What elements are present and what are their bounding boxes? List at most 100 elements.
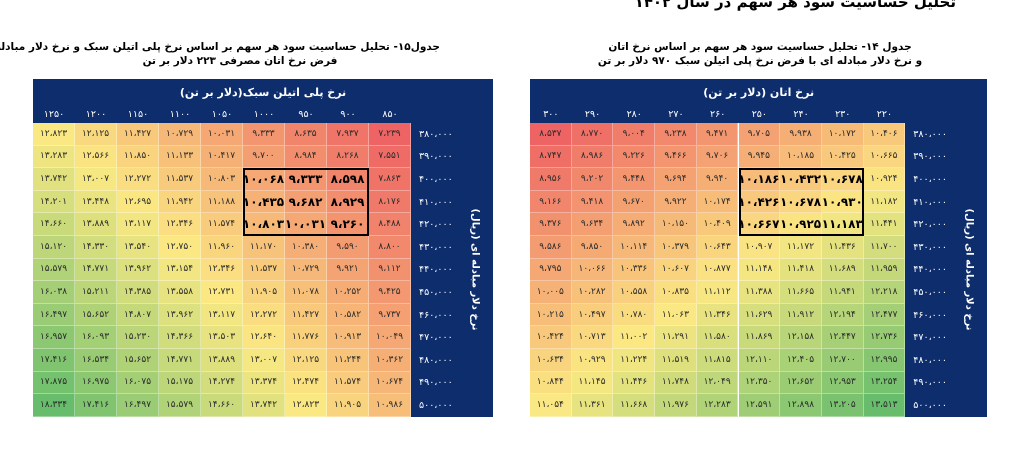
column-header-cell: ۹۵۰ bbox=[298, 108, 314, 120]
row-header-cell: ۴۵۰،۰۰۰ bbox=[415, 281, 457, 304]
data-cell: ۱۲،۲۸۳ bbox=[696, 394, 739, 417]
data-cell: ۷،۸۶۳ bbox=[369, 168, 411, 191]
table15-caption-line2: فرض نرخ اتان مصرفی ۲۲۳ دلار بر تن bbox=[142, 55, 338, 67]
data-cell: ۱۲،۵۹۱ bbox=[738, 394, 781, 417]
row-header-cell: ۴۲۰،۰۰۰ bbox=[415, 213, 457, 236]
data-cell: ۹،۱۱۲ bbox=[369, 258, 411, 282]
column-header-cell: ۱۲۰۰ bbox=[85, 108, 107, 120]
data-cell: ۷،۲۳۹ bbox=[369, 123, 411, 146]
data-cell: ۹،۹۲۲ bbox=[655, 190, 697, 214]
data-cell: ۱۱،۸۵۰ bbox=[117, 145, 159, 169]
highlighted-cell: ۱۰،۸۰۳ bbox=[243, 213, 285, 236]
row-header-cell: ۳۸۰،۰۰۰ bbox=[415, 123, 457, 146]
grid-gutter bbox=[411, 123, 415, 417]
row-header-cell: ۴۳۰،۰۰۰ bbox=[415, 236, 457, 259]
data-cell: ۱۶،۰۹۳ bbox=[75, 326, 117, 349]
data-cell: ۸،۸۰۰ bbox=[369, 236, 411, 259]
highlighted-cell: ۱۰،۹۲۵ bbox=[780, 213, 822, 236]
row-axis-label-text: نرخ دلار مبادله ای (ریال) bbox=[469, 208, 481, 331]
data-cell: ۱۰،۴۹۷ bbox=[571, 303, 614, 327]
data-cell: ۱۲،۷۵۰ bbox=[159, 236, 201, 259]
data-cell: ۱۳،۸۸۹ bbox=[201, 349, 243, 372]
data-cell: ۸،۷۷۰ bbox=[571, 123, 614, 146]
data-cell: ۹،۷۰۰ bbox=[243, 145, 285, 169]
data-cell: ۱۱،۶۲۹ bbox=[738, 303, 781, 327]
data-cell: ۱۳،۲۰۵ bbox=[821, 394, 864, 417]
data-cell: ۱۰،۳۳۶ bbox=[613, 258, 656, 282]
data-cell: ۹،۹۴۵ bbox=[738, 145, 781, 169]
data-cell: ۱۱،۰۰۲ bbox=[613, 326, 656, 349]
data-cell: ۸،۹۸۶ bbox=[571, 145, 614, 169]
data-cell: ۱۳،۴۴۸ bbox=[75, 190, 117, 214]
row-axis-label-text: نرخ دلار مبادله ای (ریال) bbox=[963, 208, 975, 331]
data-cell: ۱۱،۲۲۴ bbox=[613, 349, 656, 372]
data-cell: ۹،۴۱۸ bbox=[571, 190, 614, 214]
data-cell: ۹،۷۰۶ bbox=[696, 145, 739, 169]
data-cell: ۱۲،۸۲۳ bbox=[33, 123, 75, 146]
data-cell: ۱۳،۵۰۳ bbox=[201, 326, 243, 349]
row-header-cell: ۴۸۰،۰۰۰ bbox=[909, 349, 952, 372]
data-cell: ۱۱،۱۱۲ bbox=[696, 281, 739, 304]
data-cell: ۱۰،۱۵۰ bbox=[655, 213, 697, 236]
data-cell: ۱۱،۱۴۵ bbox=[571, 371, 614, 395]
table15-caption-line1: جدول۱۵- تحلیل حساسیت سود هر سهم بر اساس … bbox=[0, 41, 440, 53]
data-cell: ۱۱،۵۳۷ bbox=[243, 258, 285, 282]
highlighted-cell: ۹،۳۳۳ bbox=[285, 168, 327, 191]
data-cell: ۱۰،۸۷۷ bbox=[696, 258, 739, 282]
data-cell: ۱۶،۴۹۷ bbox=[117, 394, 159, 417]
data-cell: ۱۱،۷۰۰ bbox=[863, 236, 906, 259]
data-cell: ۱۱،۹۴۱ bbox=[821, 281, 864, 304]
data-cell: ۸،۶۳۵ bbox=[285, 123, 327, 146]
data-cell: ۹،۳۳۳ bbox=[243, 123, 285, 146]
data-cell: ۹،۶۹۴ bbox=[655, 168, 697, 191]
data-cell: ۱۱،۱۳۳ bbox=[159, 145, 201, 169]
column-header-cell: ۱۰۵۰ bbox=[211, 108, 233, 120]
data-cell: ۹،۴۶۶ bbox=[655, 145, 697, 169]
data-cell: ۱۶،۹۵۷ bbox=[33, 326, 75, 349]
data-cell: ۱۲،۱۲۵ bbox=[75, 123, 117, 146]
column-header-cell: ۹۰۰ bbox=[340, 108, 356, 120]
data-cell: ۱۲،۸۲۳ bbox=[285, 394, 327, 417]
column-axis-header: نرخ پلی اتیلن سبک(دلار بر تن) bbox=[33, 79, 493, 105]
data-cell: ۱۱،۴۳۶ bbox=[821, 236, 864, 259]
data-cell: ۱۰،۱۷۴ bbox=[696, 190, 739, 214]
column-header-row: ۱۲۵۰ ۱۲۰۰ ۱۱۵۰ ۱۱۰۰ ۱۰۵۰ ۱۰۰۰ ۹۵۰ ۹۰۰ ۸۵۰ bbox=[33, 105, 493, 123]
data-cell: ۱۱،۳۶۱ bbox=[571, 394, 614, 417]
data-cell: ۷،۹۳۷ bbox=[327, 123, 369, 146]
highlighted-cell: ۱۰،۶۷۸ bbox=[822, 168, 864, 191]
highlighted-cell: ۱۰،۱۸۶ bbox=[738, 168, 781, 191]
data-cell: ۱۵،۲۱۱ bbox=[75, 281, 117, 304]
data-cell: ۱۳،۷۴۲ bbox=[243, 394, 285, 417]
data-cell: ۹،۴۲۵ bbox=[369, 281, 411, 304]
data-cell: ۱۴،۳۶۶ bbox=[159, 326, 201, 349]
data-cell: ۱۱،۵۸۰ bbox=[696, 326, 739, 349]
data-cell: ۱۰،۴۰۶ bbox=[863, 123, 906, 146]
data-cell: ۱۲،۳۴۶ bbox=[201, 258, 243, 282]
data-cell: ۱۰،۸۳۵ bbox=[655, 281, 697, 304]
data-cell: ۱۰،۶۰۷ bbox=[655, 258, 697, 282]
data-cell: ۹،۴۷۱ bbox=[696, 123, 739, 146]
data-cell: ۱۴،۶۶۰ bbox=[33, 213, 75, 236]
row-header-cell: ۵۰۰،۰۰۰ bbox=[909, 394, 952, 417]
data-cell: ۱۰،۰۴۹ bbox=[369, 326, 411, 349]
data-cell: ۱۱،۶۶۸ bbox=[613, 394, 656, 417]
data-cell: ۱۲،۵۶۶ bbox=[75, 145, 117, 169]
table14-caption-line2: و نرخ دلار مبادله ای با فرض نرخ پلی اتیل… bbox=[597, 55, 923, 67]
column-header-cell: ۲۲۰ bbox=[876, 108, 893, 120]
data-cell: ۱۳،۹۶۲ bbox=[159, 303, 201, 327]
data-cell: ۱۱،۸۱۵ bbox=[696, 349, 739, 372]
data-cell: ۱۱،۴۲۷ bbox=[285, 303, 327, 327]
data-cell: ۱۰،۰۰۵ bbox=[530, 281, 572, 304]
data-cell: ۱۰،۶۶۵ bbox=[863, 145, 906, 169]
data-cell: ۹،۲۰۲ bbox=[571, 168, 614, 191]
data-cell: ۱۲،۱۱۰ bbox=[738, 349, 781, 372]
data-cell: ۱۱،۵۳۷ bbox=[159, 168, 201, 191]
data-cell: ۱۲،۱۲۵ bbox=[285, 349, 327, 372]
data-cell: ۱۰،۹۰۷ bbox=[738, 236, 781, 259]
data-cell: ۱۲،۱۹۴ bbox=[821, 303, 864, 327]
data-cell: ۱۴،۲۷۴ bbox=[201, 371, 243, 395]
data-cell: ۱۲،۰۴۹ bbox=[696, 371, 739, 395]
row-header-cell: ۵۰۰،۰۰۰ bbox=[415, 394, 457, 417]
column-header-row: ۳۰۰ ۲۹۰ ۲۸۰ ۲۷۰ ۲۶۰ ۲۵۰ ۲۴۰ ۲۳۰ ۲۲۰ bbox=[530, 105, 988, 123]
data-cell: ۱۴،۳۸۵ bbox=[117, 281, 159, 304]
